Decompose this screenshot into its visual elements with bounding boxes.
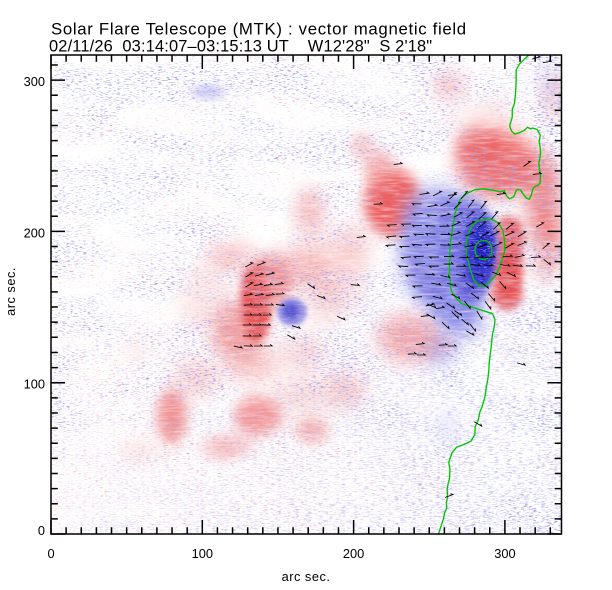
svg-text:02/11/26 03:14:07–03:15:13 UT: 02/11/26 03:14:07–03:15:13 UT W12'28" S …	[49, 37, 432, 55]
svg-text:300: 300	[24, 74, 45, 89]
svg-text:200: 200	[343, 546, 364, 561]
svg-text:0: 0	[47, 546, 54, 561]
svg-text:100: 100	[192, 546, 213, 561]
svg-text:300: 300	[494, 546, 515, 561]
svg-text:200: 200	[24, 225, 45, 240]
svg-text:arc sec.: arc sec.	[3, 267, 18, 316]
svg-text:arc sec.: arc sec.	[282, 569, 331, 584]
svg-text:100: 100	[24, 377, 45, 392]
svg-text:Solar Flare Telescope (MTK) :: Solar Flare Telescope (MTK) : vector mag…	[51, 20, 467, 39]
svg-text:0: 0	[38, 523, 45, 538]
